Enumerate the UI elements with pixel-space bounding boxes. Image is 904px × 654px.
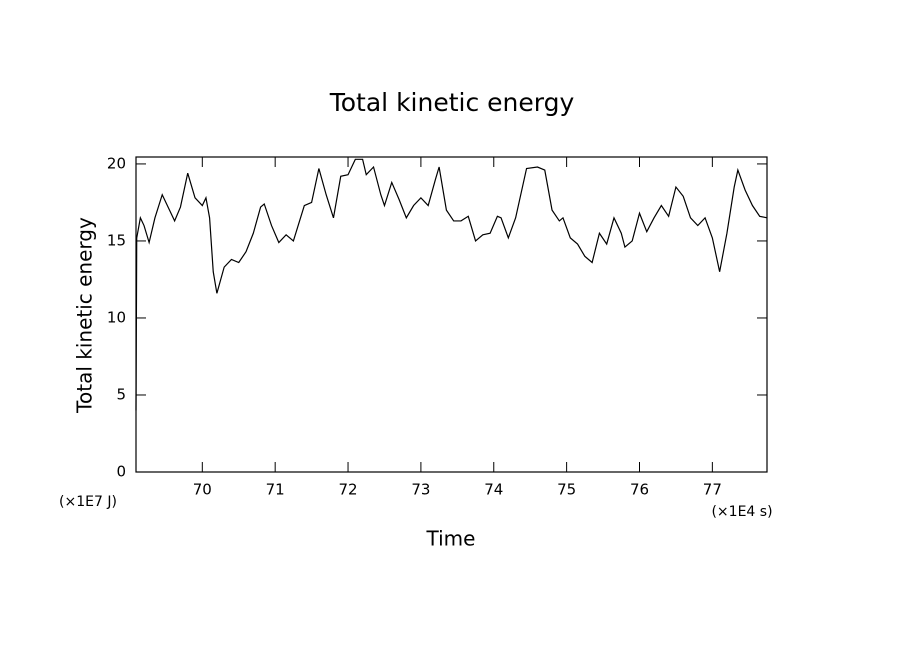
x-unit: (×1E4 s) — [711, 504, 772, 520]
x-tick-label: 74 — [484, 481, 503, 499]
y-tick-label: 20 — [107, 154, 126, 172]
x-tick-label: 76 — [630, 481, 649, 499]
y-tick-label: 15 — [107, 231, 126, 249]
y-unit: (×1E7 J) — [59, 494, 117, 510]
x-tick-label: 73 — [411, 481, 430, 499]
y-tick-label: 0 — [116, 463, 126, 481]
x-tick-label: 71 — [266, 481, 285, 499]
x-tick-label: 77 — [703, 481, 722, 499]
chart-title: Total kinetic energy — [329, 88, 575, 117]
data-line — [135, 158, 768, 411]
y-tick-label: 5 — [116, 385, 126, 403]
x-tick-label: 70 — [193, 481, 212, 499]
y-tick-label: 10 — [107, 308, 126, 326]
x-tick-label: 72 — [338, 481, 357, 499]
x-axis-label: Time — [426, 527, 476, 551]
y-axis-label: Total kinetic energy — [73, 217, 97, 414]
x-tick-label: 75 — [557, 481, 576, 499]
